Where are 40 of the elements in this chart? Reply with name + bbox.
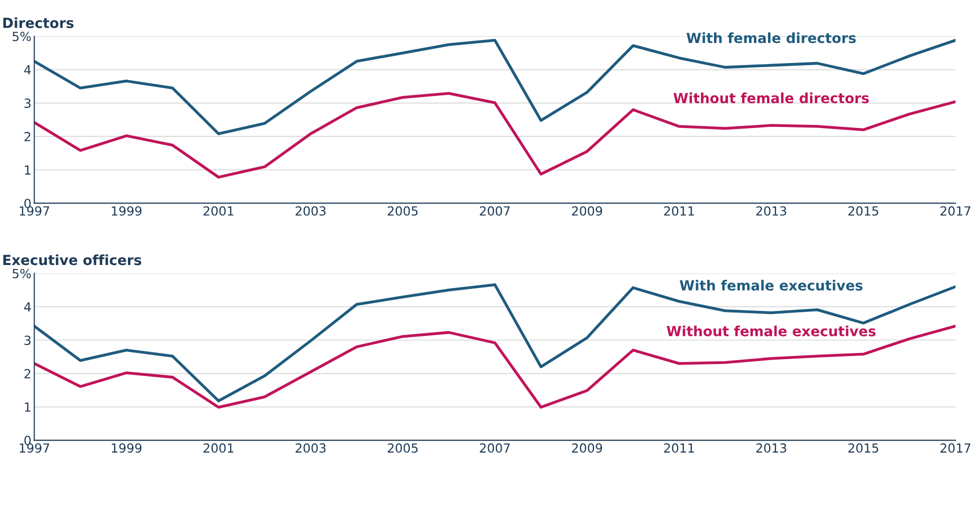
line-series bbox=[34, 92, 956, 179]
x-tick-label: 1999 bbox=[112, 206, 142, 216]
x-tick-label: 2011 bbox=[664, 443, 694, 453]
y-tick-label: 1 bbox=[24, 402, 30, 412]
y-tick-label: 4 bbox=[24, 65, 31, 74]
x-tick-label: 2015 bbox=[848, 443, 878, 453]
y-tick-label: 5% bbox=[12, 268, 31, 278]
series-label: Without female executives bbox=[666, 326, 876, 336]
series-label: With female directors bbox=[686, 32, 856, 44]
y-tick-label: 5% bbox=[12, 32, 31, 42]
x-tick-label: 2003 bbox=[296, 443, 326, 453]
line-series bbox=[34, 324, 956, 409]
x-tick-label: 2011 bbox=[664, 206, 694, 216]
x-tick-label: 2017 bbox=[940, 206, 970, 216]
y-tick-label: 4 bbox=[24, 302, 31, 312]
x-tick-label: 2009 bbox=[572, 206, 602, 216]
x-tick-label: 1997 bbox=[20, 443, 50, 453]
y-tick-label: 2 bbox=[24, 368, 30, 378]
series-label: Without female directors bbox=[674, 92, 869, 104]
x-tick-label: 2005 bbox=[388, 443, 418, 453]
y-tick-label: 2 bbox=[24, 132, 30, 142]
x-tick-label: 2003 bbox=[296, 206, 326, 216]
x-tick-label: 2017 bbox=[940, 443, 970, 453]
x-tick-label: 2001 bbox=[204, 443, 234, 453]
chart-title: Directors bbox=[3, 17, 74, 28]
x-tick-label: 1997 bbox=[20, 206, 50, 216]
x-tick-label: 2005 bbox=[388, 206, 418, 216]
x-tick-label: 2009 bbox=[572, 443, 602, 453]
y-tick-label: 3 bbox=[24, 98, 31, 108]
x-tick-label: 2007 bbox=[480, 206, 510, 216]
x-tick-label: 2001 bbox=[204, 206, 234, 216]
x-tick-label: 2013 bbox=[756, 443, 786, 453]
chart-title: Executive officers bbox=[3, 254, 142, 266]
y-tick-label: 3 bbox=[24, 336, 31, 346]
x-tick-label: 2007 bbox=[480, 443, 510, 453]
x-tick-label: 2015 bbox=[848, 206, 878, 216]
x-tick-label: 1999 bbox=[112, 443, 142, 453]
x-tick-label: 2013 bbox=[756, 206, 786, 216]
y-tick-label: 1 bbox=[24, 165, 30, 175]
series-label: With female executives bbox=[680, 280, 863, 291]
